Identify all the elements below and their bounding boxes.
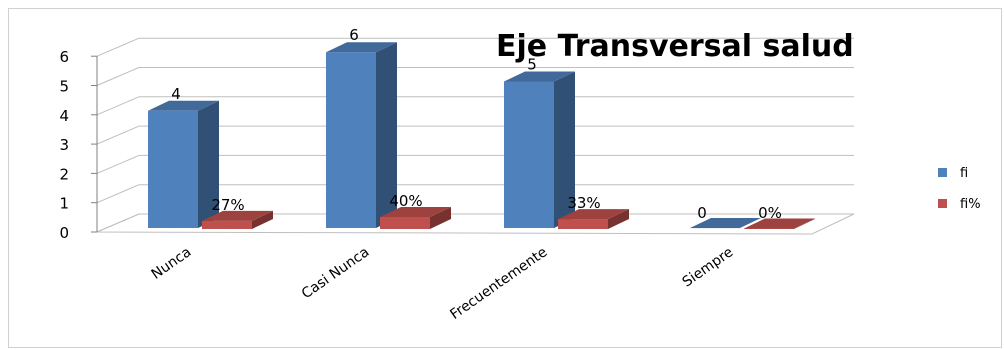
bar-fi [148, 100, 219, 228]
legend-swatch [938, 199, 947, 208]
bar-fi-pct-side [608, 209, 629, 229]
x-tick-label: Casi Nunca [299, 244, 372, 302]
y-tick-label: 4 [59, 107, 69, 125]
data-label-fi-pct: 33% [567, 194, 600, 212]
bar-fi [326, 42, 397, 229]
y-axis: 0 1 2 3 4 5 6 [59, 48, 98, 242]
x-tick-label: Siempre [680, 244, 737, 290]
x-tick-label: Frecuentemente [447, 244, 550, 323]
gridline-wall [96, 37, 140, 57]
gridline-wall [96, 213, 140, 233]
bar-fi-pct-top [744, 218, 815, 229]
bar-fi-pct-front [558, 219, 608, 229]
bar-fi-pct [380, 207, 451, 229]
legend-label: fi% [960, 197, 981, 212]
y-tick-label: 1 [59, 195, 69, 213]
bar-fi-pct-side [794, 218, 815, 229]
bar-fi-top [326, 42, 397, 53]
bar-fi-side [198, 100, 219, 228]
bar-fi [504, 71, 575, 228]
gridline-wall [96, 67, 140, 86]
bar-fi-pct-front [744, 228, 794, 229]
gridlines [96, 37, 854, 233]
bar-fi-side [554, 71, 575, 228]
y-tick-label: 0 [59, 224, 69, 242]
gridline-wall [96, 96, 140, 116]
data-label-fi-pct: 27% [211, 196, 244, 214]
bar-fi-front [326, 52, 376, 229]
x-axis: Nunca Casi Nunca Frecuentemente Siempre [149, 244, 737, 323]
bar-fi-pct [744, 218, 815, 229]
bar-fi-front [504, 81, 554, 228]
bar-fi-pct-side [252, 210, 273, 229]
bar-fi-top [148, 100, 219, 111]
legend: fi fi% [938, 166, 981, 212]
bar-fi [690, 218, 761, 229]
bar-fi-top [690, 218, 761, 228]
chart-title: Eje Transversal salud [496, 29, 854, 64]
legend-label: fi [960, 166, 968, 181]
bar-fi-pct-front [202, 220, 252, 229]
y-tick-label: 3 [59, 136, 69, 154]
bar-fi-pct-front [380, 217, 430, 229]
x-tick-label: Nunca [149, 244, 195, 283]
data-label-fi: 4 [171, 85, 181, 103]
gridline-wall [96, 125, 140, 145]
data-label-fi: 5 [527, 56, 537, 74]
y-tick-label: 5 [59, 78, 69, 96]
bar-fi-pct-top [202, 210, 273, 221]
y-tick-label: 2 [59, 165, 69, 183]
bar-fi-pct-top [380, 207, 451, 217]
bar-fi-pct [558, 209, 629, 229]
data-labels: 4 27% 6 40% 5 33% 0 0% [171, 26, 782, 222]
legend-swatch [938, 168, 947, 177]
bar-fi-pct-top [558, 209, 629, 220]
bar-fi-top [504, 71, 575, 82]
bar-fi-pct-side [430, 207, 451, 229]
bar-fi-front [148, 110, 198, 228]
gridline-wall [96, 154, 140, 174]
data-label-fi-pct: 40% [389, 192, 422, 210]
bar-fi-side [376, 42, 397, 229]
bars [148, 42, 815, 229]
data-label-fi: 0 [697, 204, 707, 222]
gridline-wall [96, 184, 140, 204]
data-label-fi: 6 [349, 26, 359, 44]
y-tick-label: 6 [59, 48, 69, 66]
bar-fi-pct [202, 210, 273, 229]
data-label-fi-pct: 0% [758, 204, 782, 222]
